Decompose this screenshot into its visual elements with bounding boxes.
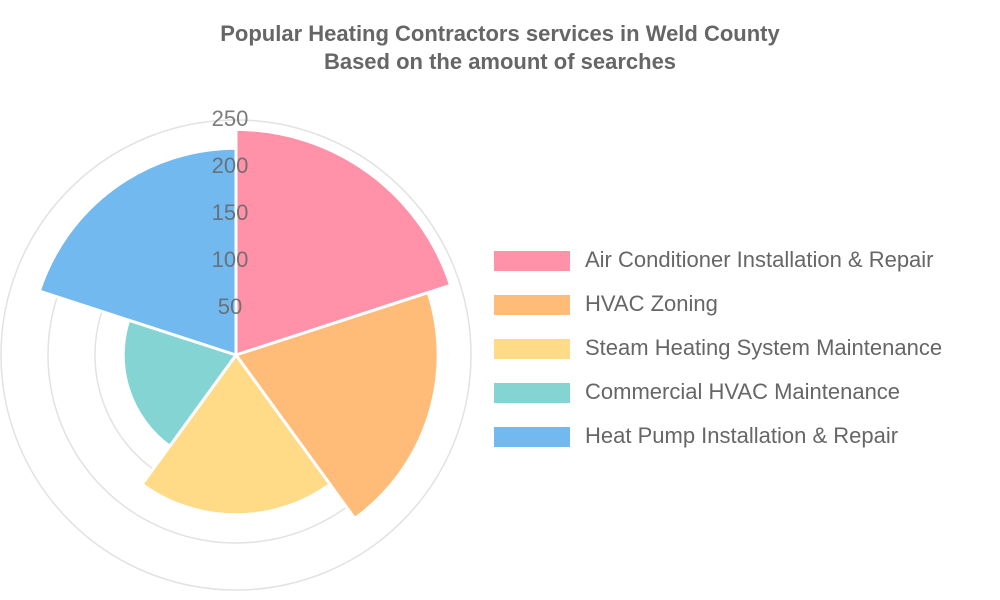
legend-swatch [494, 295, 570, 315]
chart-subtitle: Based on the amount of searches [324, 49, 676, 74]
grid-circle [0, 119, 472, 591]
sector [234, 127, 453, 358]
r-tick-label: 200 [212, 153, 249, 178]
legend-label: HVAC Zoning [585, 291, 718, 316]
legend-label: Commercial HVAC Maintenance [585, 379, 900, 404]
sector [121, 318, 239, 449]
chart-title: Popular Heating Contractors services in … [220, 21, 780, 46]
legend-swatch [494, 251, 570, 271]
legend-swatch [494, 427, 570, 447]
sector [37, 146, 238, 358]
sector [139, 352, 333, 517]
r-tick-label: 50 [218, 294, 242, 319]
sector [233, 290, 440, 521]
legend-label: Steam Heating System Maintenance [585, 335, 942, 360]
legend-label: Heat Pump Installation & Repair [585, 423, 898, 448]
legend-swatch [494, 339, 570, 359]
legend-label: Air Conditioner Installation & Repair [585, 247, 934, 272]
r-tick-label: 250 [212, 106, 249, 131]
legend-swatch [494, 383, 570, 403]
r-tick-label: 100 [212, 247, 249, 272]
r-tick-label: 150 [212, 200, 249, 225]
